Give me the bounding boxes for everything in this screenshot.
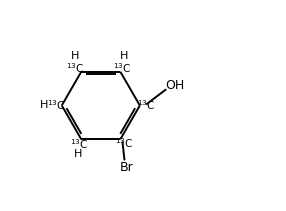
Text: $^{13}$C: $^{13}$C xyxy=(66,61,85,75)
Text: H: H xyxy=(71,51,79,61)
Text: H: H xyxy=(40,100,48,110)
Text: $^{13}$C: $^{13}$C xyxy=(115,136,133,150)
Text: $^{13}$C: $^{13}$C xyxy=(113,61,132,75)
Text: H: H xyxy=(74,149,82,159)
Text: H: H xyxy=(120,51,129,61)
Text: $^{13}$C: $^{13}$C xyxy=(47,99,65,112)
Text: $^{13}$C: $^{13}$C xyxy=(70,137,88,151)
Text: OH: OH xyxy=(165,79,185,92)
Text: $^{13}$C: $^{13}$C xyxy=(136,99,155,112)
Text: Br: Br xyxy=(120,161,134,174)
